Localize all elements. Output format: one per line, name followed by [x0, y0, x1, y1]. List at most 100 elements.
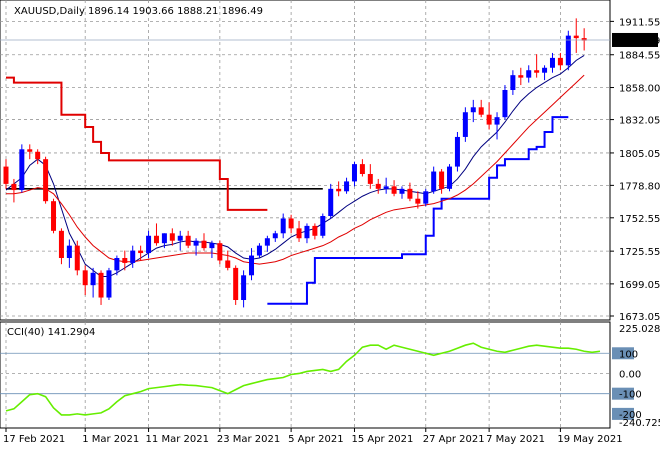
candle-47 — [375, 178, 381, 194]
candle-31 — [249, 248, 255, 281]
candle-63 — [502, 85, 508, 120]
candle-14 — [114, 255, 120, 276]
date-tick-0: 17 Feb 2021 — [3, 434, 65, 445]
price-tick-7: 1725.55 — [619, 247, 660, 258]
candle-65 — [518, 67, 524, 86]
cci-tick-2: 0.00 — [619, 369, 641, 380]
cci-level-tag-4 — [612, 407, 634, 420]
candle-28 — [225, 250, 231, 271]
candle-66 — [526, 65, 532, 83]
candle-67 — [534, 54, 540, 78]
candle-16 — [130, 245, 136, 268]
candle-61 — [486, 102, 492, 130]
candle-17 — [138, 245, 144, 261]
date-tick-4: 5 Apr 2021 — [288, 434, 343, 445]
candle-2 — [19, 144, 25, 193]
ma_slow-line — [6, 74, 585, 265]
candle-23 — [185, 230, 191, 249]
candle-4 — [35, 149, 41, 165]
candle-58 — [462, 107, 468, 142]
current-price-label: 1896.49 — [619, 36, 660, 47]
stop_up-line — [267, 116, 569, 305]
candle-27 — [217, 240, 223, 265]
candle-45 — [359, 159, 365, 177]
candle-20 — [161, 233, 167, 249]
candle-49 — [391, 180, 397, 197]
ohlc-label: 1896.14 1903.66 1888.21 1896.49 — [88, 6, 263, 17]
price-tick-9: 1673.05 — [619, 312, 660, 323]
date-tick-3: 23 Mar 2021 — [217, 434, 280, 445]
stop-lines — [6, 76, 569, 305]
cci-tick-4: -200 — [619, 410, 642, 421]
cci-line — [5, 342, 601, 416]
candle-32 — [256, 243, 262, 259]
price-tick-6: 1752.55 — [619, 214, 660, 225]
price-tick-8: 1699.05 — [619, 280, 660, 291]
candle-39 — [312, 223, 318, 240]
symbol-label: XAUUSD,Daily — [14, 6, 85, 17]
cci-axis: 225.0286 100 0.00 -100 -200-240.7252 — [612, 324, 660, 429]
candle-53 — [423, 188, 429, 207]
cci-label: CCI(40) 141.2904 — [7, 327, 95, 338]
candle-36 — [288, 214, 294, 234]
candle-52 — [415, 191, 421, 209]
candle-40 — [320, 213, 326, 239]
candle-51 — [407, 182, 413, 202]
candle-57 — [454, 132, 460, 172]
candle-73 — [581, 28, 587, 51]
candle-19 — [153, 223, 159, 246]
candle-3 — [27, 144, 33, 160]
price-tick-2: 1858.00 — [619, 84, 660, 95]
candle-7 — [58, 228, 64, 265]
cci-tick-0: 225.0286 — [619, 324, 660, 335]
candle-43 — [344, 177, 350, 194]
candle-30 — [241, 270, 247, 308]
price-tick-0: 1911.55 — [619, 17, 660, 28]
candle-38 — [304, 223, 310, 244]
indicator-levels — [0, 188, 610, 395]
date-tick-2: 11 Mar 2021 — [146, 434, 209, 445]
candle-18 — [146, 230, 152, 259]
candle-68 — [542, 65, 548, 81]
date-tick-8: 19 May 2021 — [557, 434, 622, 445]
candle-42 — [336, 181, 342, 197]
candle-41 — [328, 183, 334, 219]
cci-tick-5: -240.7252 — [619, 418, 660, 429]
candle-26 — [209, 240, 215, 259]
cci-pane — [0, 321, 611, 429]
candle-29 — [233, 265, 239, 305]
candle-59 — [470, 99, 476, 123]
candle-56 — [447, 164, 453, 192]
date-tick-1: 1 Mar 2021 — [82, 434, 139, 445]
cci-tick-1: 100 — [619, 349, 638, 360]
candle-6 — [51, 198, 57, 234]
candle-70 — [557, 52, 563, 71]
candle-10 — [82, 265, 88, 296]
cci-tick-3: -100 — [619, 390, 642, 401]
candle-25 — [201, 233, 207, 251]
candle-69 — [549, 52, 555, 73]
price-tick-1: 1884.55 — [619, 51, 660, 62]
candle-55 — [439, 169, 445, 194]
date-axis: 17 Feb 2021 1 Mar 2021 11 Mar 2021 23 Mar 2… — [3, 428, 623, 445]
candle-64 — [510, 70, 516, 95]
price-tick-3: 1832.05 — [619, 116, 660, 127]
date-tick-6: 27 Apr 2021 — [423, 434, 485, 445]
candle-0 — [3, 159, 9, 189]
candle-9 — [74, 240, 80, 276]
candle-15 — [122, 250, 128, 271]
candle-54 — [431, 166, 437, 194]
candle-1 — [11, 178, 17, 203]
price-tick-4: 1805.05 — [619, 149, 660, 160]
candle-35 — [280, 213, 286, 239]
candle-46 — [367, 164, 373, 189]
candle-13 — [106, 267, 112, 301]
candle-48 — [383, 177, 389, 194]
cci-series-line — [5, 342, 601, 416]
price-axis: 1911.55 1884.55 1858.00 1832.05 1805.05 1778.… — [0, 17, 660, 323]
candle-34 — [272, 230, 278, 242]
candle-5 — [43, 156, 49, 204]
candle-44 — [351, 161, 357, 187]
candle-24 — [193, 238, 199, 256]
